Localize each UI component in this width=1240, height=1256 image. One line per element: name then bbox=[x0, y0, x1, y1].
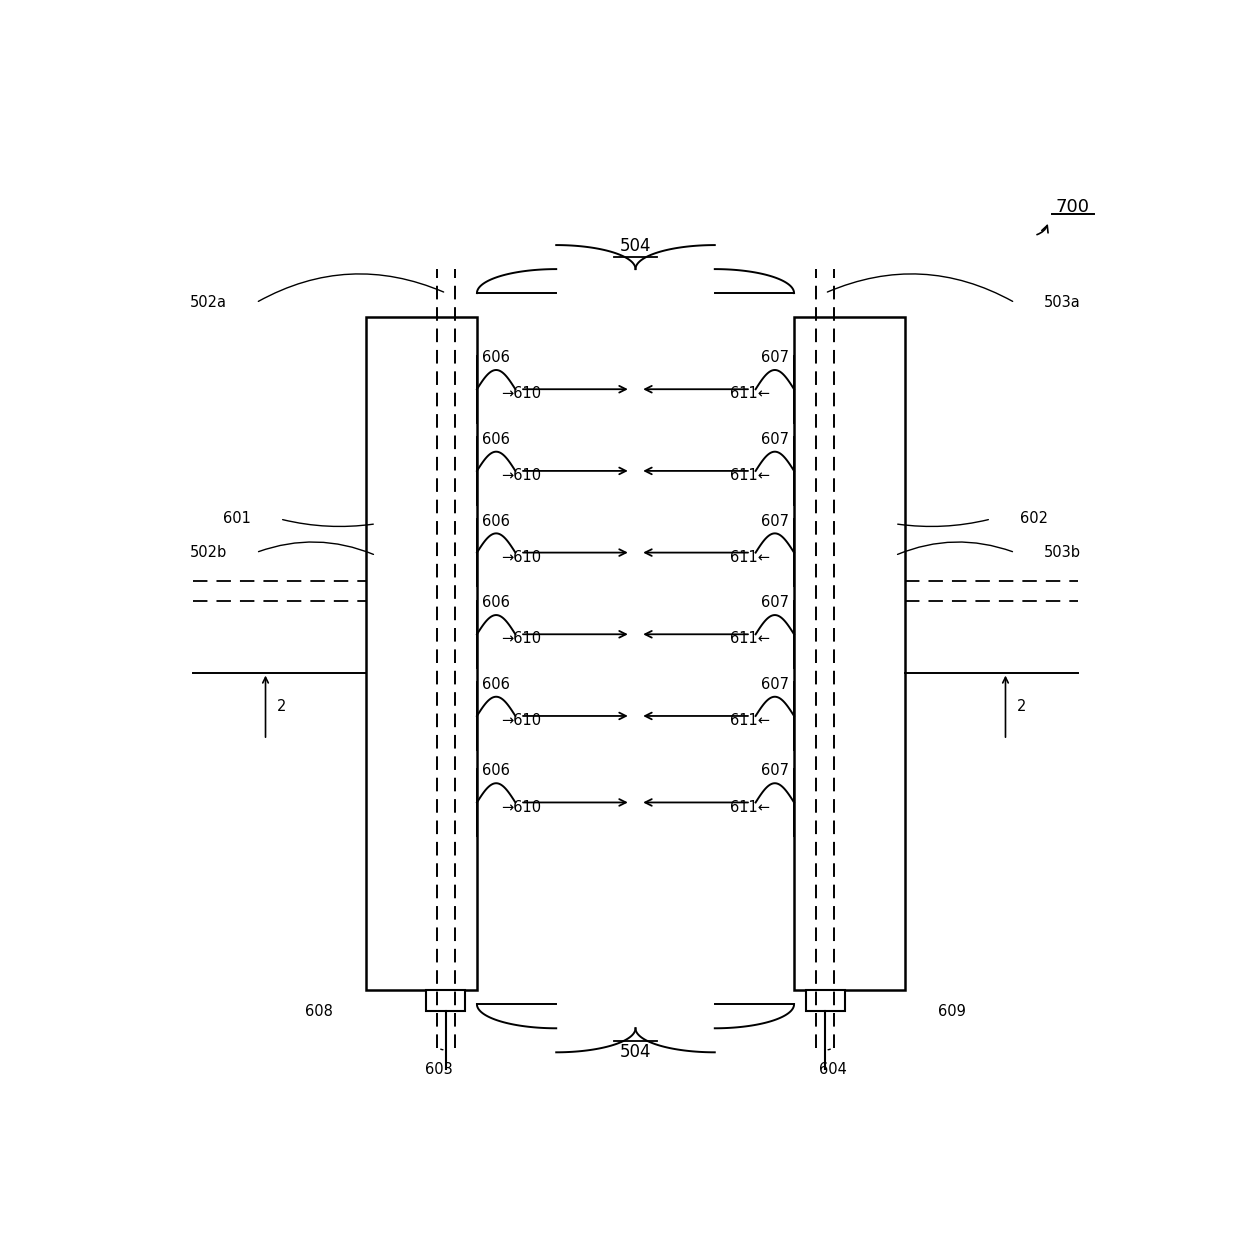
Text: 606: 606 bbox=[481, 595, 510, 610]
Text: 700: 700 bbox=[1055, 197, 1090, 216]
Text: →610: →610 bbox=[501, 713, 541, 728]
Text: 606: 606 bbox=[481, 432, 510, 447]
Text: 607: 607 bbox=[761, 677, 789, 692]
Text: →610: →610 bbox=[501, 468, 541, 484]
Text: 606: 606 bbox=[481, 764, 510, 779]
Text: →610: →610 bbox=[501, 800, 541, 815]
Text: 607: 607 bbox=[761, 514, 789, 529]
Text: 504: 504 bbox=[620, 1042, 651, 1061]
Text: 607: 607 bbox=[761, 595, 789, 610]
Text: 611←: 611← bbox=[730, 713, 770, 728]
Text: 611←: 611← bbox=[730, 468, 770, 484]
Text: 603: 603 bbox=[424, 1061, 453, 1076]
Text: 503b: 503b bbox=[1044, 545, 1081, 560]
Text: 611←: 611← bbox=[730, 632, 770, 647]
Text: 502a: 502a bbox=[190, 295, 227, 310]
Text: 504: 504 bbox=[620, 236, 651, 255]
Text: 606: 606 bbox=[481, 514, 510, 529]
Text: 606: 606 bbox=[481, 677, 510, 692]
Text: 606: 606 bbox=[481, 350, 510, 365]
Text: 611←: 611← bbox=[730, 800, 770, 815]
Text: 611←: 611← bbox=[730, 550, 770, 565]
Text: 2: 2 bbox=[1017, 698, 1027, 713]
Text: 608: 608 bbox=[305, 1005, 332, 1020]
Text: 607: 607 bbox=[761, 764, 789, 779]
Text: 601: 601 bbox=[223, 511, 250, 526]
Text: 607: 607 bbox=[761, 350, 789, 365]
Text: 607: 607 bbox=[761, 432, 789, 447]
Bar bbox=[367, 318, 477, 990]
Text: 604: 604 bbox=[818, 1061, 847, 1076]
Text: 609: 609 bbox=[939, 1005, 966, 1020]
Text: 611←: 611← bbox=[730, 387, 770, 402]
Text: →610: →610 bbox=[501, 632, 541, 647]
Bar bbox=[794, 318, 905, 990]
Bar bbox=[806, 990, 844, 1011]
Text: →610: →610 bbox=[501, 387, 541, 402]
Text: 503a: 503a bbox=[1044, 295, 1081, 310]
Text: 2: 2 bbox=[277, 698, 286, 713]
Bar bbox=[427, 990, 465, 1011]
Text: 502b: 502b bbox=[190, 545, 227, 560]
Text: 602: 602 bbox=[1019, 511, 1048, 526]
Text: →610: →610 bbox=[501, 550, 541, 565]
